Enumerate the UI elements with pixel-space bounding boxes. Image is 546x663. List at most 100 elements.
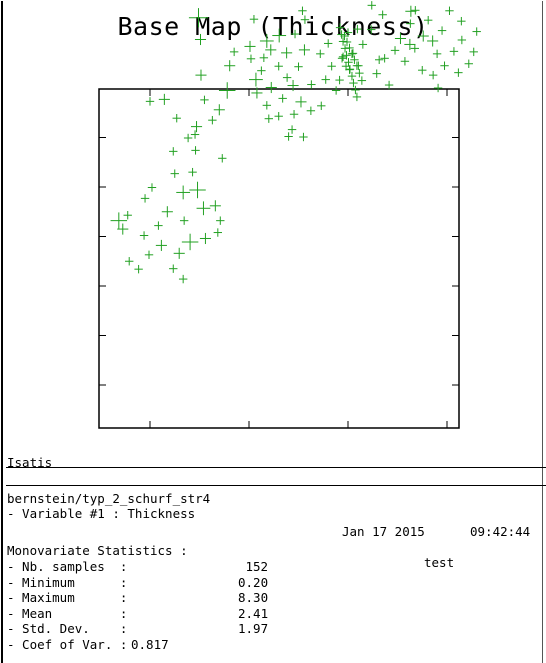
data-point bbox=[351, 85, 360, 95]
data-point bbox=[208, 115, 217, 125]
stat-label: - Minimum : bbox=[7, 574, 128, 590]
data-point bbox=[262, 101, 272, 110]
data-point bbox=[191, 146, 200, 155]
data-point bbox=[265, 44, 277, 56]
data-point bbox=[259, 34, 274, 48]
stats-title: Monovariate Statistics : bbox=[7, 543, 188, 558]
data-point bbox=[147, 183, 157, 192]
data-point bbox=[440, 61, 449, 70]
data-point bbox=[380, 54, 389, 63]
date-text: Jan 17 2015 bbox=[342, 524, 425, 539]
data-point bbox=[345, 43, 354, 53]
data-point bbox=[432, 49, 442, 59]
data-point bbox=[454, 68, 463, 77]
data-point bbox=[335, 75, 344, 85]
data-point bbox=[457, 35, 467, 45]
data-point bbox=[423, 15, 433, 25]
data-point bbox=[343, 28, 353, 37]
data-point bbox=[176, 185, 191, 200]
data-point bbox=[355, 68, 364, 78]
data-point bbox=[335, 23, 345, 32]
data-point bbox=[295, 96, 307, 108]
data-point bbox=[190, 121, 203, 133]
data-point bbox=[437, 26, 447, 35]
data-point bbox=[324, 39, 333, 48]
data-point bbox=[199, 232, 211, 245]
data-point bbox=[251, 87, 263, 99]
footer-separator bbox=[6, 485, 546, 486]
data-point bbox=[374, 55, 384, 64]
data-point bbox=[183, 133, 193, 143]
data-point bbox=[218, 154, 227, 163]
data-point bbox=[272, 28, 287, 43]
data-point bbox=[289, 110, 299, 119]
data-point bbox=[139, 231, 149, 240]
stat-value: 8.30 bbox=[238, 590, 269, 606]
data-point bbox=[372, 69, 381, 78]
data-point bbox=[134, 264, 143, 274]
data-point bbox=[274, 112, 283, 121]
data-point bbox=[144, 250, 154, 260]
data-point bbox=[400, 57, 410, 66]
data-point bbox=[352, 92, 362, 102]
data-point bbox=[282, 73, 292, 82]
data-point bbox=[265, 81, 277, 94]
data-point bbox=[249, 72, 263, 87]
data-point bbox=[317, 101, 326, 111]
data-point bbox=[123, 211, 132, 220]
data-point bbox=[188, 167, 197, 177]
data-point bbox=[257, 66, 266, 75]
data-point bbox=[306, 106, 316, 115]
data-point bbox=[345, 65, 354, 74]
chart-title: Base Map (Thickness) bbox=[117, 12, 429, 41]
stat-label: - Coef of Var. : bbox=[7, 637, 128, 652]
data-point bbox=[445, 6, 454, 15]
data-point bbox=[145, 97, 155, 106]
data-point bbox=[155, 239, 167, 251]
data-point bbox=[433, 83, 443, 93]
data-point bbox=[278, 94, 287, 103]
data-point bbox=[216, 216, 225, 225]
data-point bbox=[161, 206, 173, 218]
stat-value: 152 bbox=[245, 559, 269, 574]
data-point bbox=[406, 19, 415, 28]
data-point bbox=[427, 35, 439, 47]
data-point bbox=[344, 58, 353, 67]
data-point bbox=[352, 61, 362, 70]
data-point bbox=[342, 37, 352, 47]
data-point bbox=[298, 6, 307, 15]
data-point bbox=[367, 25, 376, 34]
data-point bbox=[350, 55, 359, 64]
data-point bbox=[213, 228, 223, 237]
data-point bbox=[469, 47, 478, 57]
data-point bbox=[140, 194, 150, 203]
data-point bbox=[274, 62, 283, 71]
stat-value: 0.817 bbox=[131, 637, 169, 652]
data-point bbox=[410, 44, 420, 53]
data-point bbox=[172, 113, 181, 123]
data-point bbox=[188, 8, 209, 28]
data-point bbox=[457, 16, 466, 26]
stat-value: 2.41 bbox=[238, 605, 269, 621]
data-point bbox=[347, 71, 357, 81]
data-point bbox=[357, 76, 367, 85]
data-point bbox=[229, 47, 239, 57]
data-point bbox=[290, 29, 300, 39]
data-point bbox=[428, 70, 438, 80]
data-point bbox=[284, 132, 293, 141]
data-point bbox=[213, 104, 225, 116]
data-point bbox=[189, 181, 206, 199]
data-point bbox=[125, 257, 134, 266]
data-point bbox=[358, 40, 368, 49]
data-point bbox=[179, 216, 189, 225]
data-point bbox=[200, 95, 209, 105]
data-point bbox=[173, 247, 185, 259]
stat-value: 0.20 bbox=[238, 574, 269, 590]
data-point bbox=[405, 5, 417, 17]
time-text: 09:42:44 bbox=[470, 524, 531, 539]
data-point bbox=[178, 274, 188, 284]
data-point bbox=[259, 53, 269, 63]
data-point bbox=[353, 24, 362, 34]
data-point bbox=[378, 10, 387, 19]
